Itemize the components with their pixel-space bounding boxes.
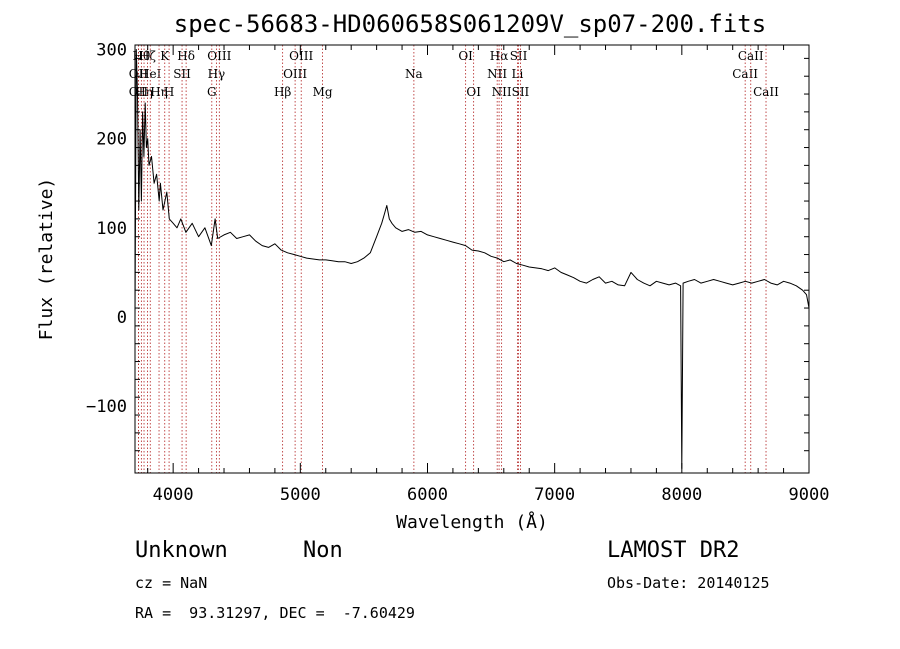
- x-tick-label: 9000: [789, 485, 830, 505]
- series-layer: [134, 49, 810, 469]
- y-tick-label: 0: [117, 308, 127, 328]
- object-subclass: Non: [303, 538, 343, 563]
- x-tick-label: 4000: [153, 485, 194, 505]
- plot-frame: [134, 44, 810, 474]
- spectral-line-label: Li: [511, 67, 523, 81]
- spectral-line-label: NII: [492, 85, 512, 99]
- x-tick-label: 5000: [280, 485, 321, 505]
- spectral-line-label: H: [164, 85, 174, 99]
- x-tick-label: 8000: [661, 485, 702, 505]
- spectral-line-label: OIII: [289, 49, 313, 63]
- spectral-line-label: OIII: [207, 49, 231, 63]
- y-axis: 300 200 100 0 −100: [86, 40, 809, 452]
- survey-label: LAMOST DR2: [607, 538, 740, 563]
- spectral-line-label: Hα: [490, 49, 509, 63]
- spectral-line-label: Hη: [135, 85, 153, 99]
- x-tick-label: 6000: [407, 485, 448, 505]
- spectral-line-label: Hζ: [139, 49, 156, 63]
- spectral-line-label: Hγ: [208, 67, 226, 81]
- chart-title: spec-56683-HD060658S061209V_sp07-200.fit…: [174, 10, 766, 38]
- spectral-line-label: CaII: [738, 49, 764, 63]
- obs-date: Obs-Date: 20140125: [607, 574, 770, 592]
- spectral-line-label: G: [207, 85, 217, 99]
- y-tick-label: 300: [96, 40, 127, 60]
- spectral-line-label: Hη: [150, 85, 168, 99]
- spectral-line-label: OI: [466, 85, 481, 99]
- redshift-line: cz = NaN: [135, 574, 208, 592]
- spectral-line-label: Mg: [313, 85, 333, 99]
- spectral-line-label: Na: [405, 67, 423, 81]
- spectral-line-label: SII: [512, 85, 530, 99]
- x-tick-label: 7000: [534, 485, 575, 505]
- x-axis: 4000 5000 6000 7000 8000 9000: [147, 45, 830, 505]
- spectral-line-label: HeI: [139, 67, 162, 81]
- spectral-line-label: Hβ: [274, 85, 291, 99]
- y-tick-label: −100: [86, 397, 127, 417]
- spectral-line-label: SII: [173, 67, 191, 81]
- spectral-line-label: SII: [510, 49, 528, 63]
- x-axis-label: Wavelength (Å): [396, 511, 548, 533]
- y-tick-label: 200: [96, 130, 127, 150]
- spectral-line-label: OIII: [283, 67, 307, 81]
- spectral-line-label: CaII: [732, 67, 758, 81]
- object-class: Unknown: [135, 538, 228, 563]
- spectral-line-label: K: [160, 49, 170, 63]
- spectral-line-label: CaII: [753, 85, 779, 99]
- spectral-line-label: Hδ: [177, 49, 195, 63]
- spectral-line-label: OI: [458, 49, 473, 63]
- spectral-line-label: OII: [129, 85, 149, 99]
- coordinates-line: RA = 93.31297, DEC = -7.60429: [135, 604, 415, 622]
- y-axis-label: Flux (relative): [36, 178, 57, 341]
- spectral-line-markers: OIIOIIHθHηHζHeIHηKHSIIHδGHγOIIIHβOIIIOII…: [129, 45, 779, 473]
- spectral-line-label: NII: [487, 67, 507, 81]
- spectrum-line-0: [134, 49, 810, 469]
- y-tick-label: 100: [96, 219, 127, 239]
